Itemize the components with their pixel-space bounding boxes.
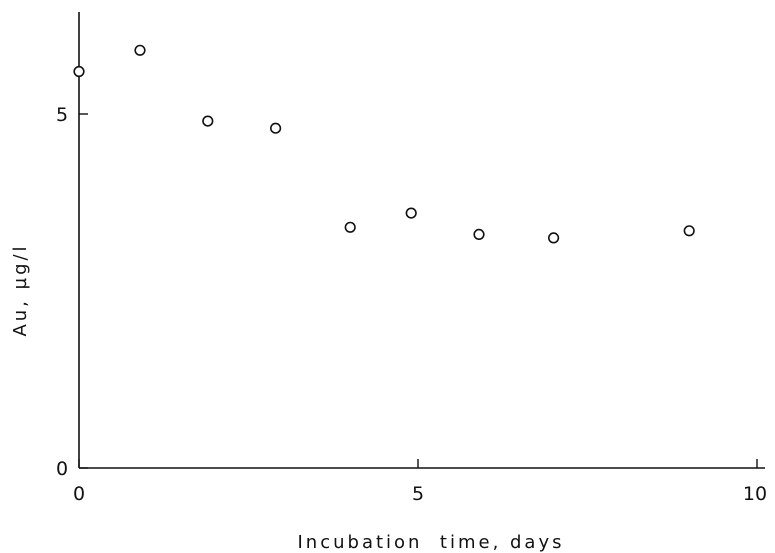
y-axis: 0 5 Au, µg/l [10,12,88,480]
x-axis-title: Incubation time, days [298,532,565,553]
data-point-6 [405,207,417,219]
data-point-5 [344,221,356,233]
y-tick-label-5: 5 [56,104,68,126]
x-axis: 0 5 10 Incubation time, days [73,459,767,553]
data-point-3 [202,115,214,127]
data-point-2 [134,44,146,56]
x-tick-label-10: 10 [743,483,767,505]
data-points [73,44,695,244]
data-point-9 [683,225,695,237]
data-point-7 [473,228,485,240]
data-point-1 [73,65,85,78]
x-tick-label-5: 5 [412,483,424,505]
data-point-8 [547,232,560,244]
y-axis-title: Au, µg/l [10,243,31,336]
y-tick-label-0: 0 [56,458,68,480]
x-tick-label-0: 0 [73,483,85,505]
data-point-4 [270,122,282,134]
